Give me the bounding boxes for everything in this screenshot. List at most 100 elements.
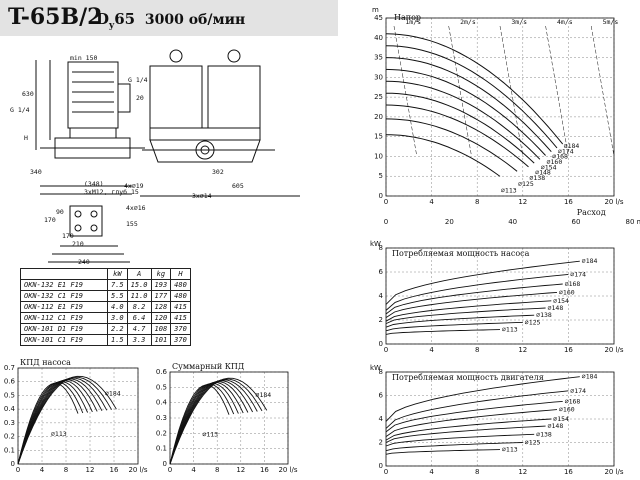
x-tick-label: 4 [429,468,434,476]
x-tick-label: 20 l/s [128,466,147,474]
curve-label: ⌀113 [51,430,67,438]
curve-label: ⌀168 [552,153,568,161]
y-tick-label: 0.1 [156,445,167,453]
curve-label: ⌀160 [559,288,575,296]
curve-label: ⌀125 [518,180,534,188]
y-tick-label: 0.4 [156,399,168,407]
head-chart: 0 4 8 12 16 20 l/s 0 5 10 15 20 25 30 35 40 45 Напор m ⌀18… [372,6,640,226]
x-tick-label: 12 [518,468,527,476]
y-tick-label: 0.3 [156,414,167,422]
chart-title: КПД насоса [20,358,71,367]
power-curve [385,273,569,311]
title-band [0,0,338,36]
y-tick-label: 25 [374,93,383,101]
plot-frame [169,371,289,465]
x2-tick-label: 20 [445,218,454,226]
x-tick-label: 0 [384,468,388,476]
y-tick-label: 0.5 [4,391,15,399]
curve-label: ⌀148 [548,304,564,312]
dimension-label: 90 [56,208,64,216]
power-curve [385,321,523,332]
pump-efficiency-chart: 0 4 8 12 16 20 l/s 0 0.1 0.2 0.3 0.4 0.5 0.6 0.7 КПД н… [4,358,148,474]
velocity-label: 2m/s [460,18,476,26]
curve-label: ⌀148 [548,422,564,430]
curve-label: ⌀138 [530,174,546,182]
x-tick-label: 16 [260,466,269,474]
velocity-label: 1m/s [405,18,421,26]
dimension-label: 605 [232,182,244,190]
curve-label: ⌀148 [535,169,551,177]
x-tick-label: 16 [110,466,119,474]
efficiency-curve [17,382,84,465]
y-tick-label: 30 [374,73,383,81]
dimension-label: G 1/4 [10,106,30,114]
curve-label: ⌀113 [202,431,218,439]
y-tick-label: 0.5 [156,383,167,391]
head-curve [385,80,541,160]
table-cell: 4.7 [126,323,152,335]
dimension-label: 630 [22,90,34,98]
curve-label: ⌀184 [256,391,272,399]
efficiency-curve [169,382,244,465]
y-tick-label: 40 [374,34,383,42]
total-efficiency-chart: 0 4 8 12 16 20 l/s 0 0.1 0.2 0.3 0.4 0.5 0.6 Суммарны… [156,362,298,474]
x-tick-label: 0 [16,466,20,474]
dimension-label: 3xM12, глуб 15 [84,188,139,196]
x2-tick-label: 40 [508,218,517,226]
efficiency-curve [169,379,258,465]
head-curve [385,92,535,164]
x-tick-label: 16 [564,346,573,354]
dimension-label: 302 [212,168,224,176]
pump-housing-side [54,137,131,159]
chart-title: Потребляемая мощность насоса [392,249,530,258]
y-tick-label: 5 [379,172,383,180]
dimension-label: 210 [72,240,84,248]
y-tick-label: 2 [379,316,383,324]
pump-housing-front [149,139,261,163]
dimension-label: 20 [136,94,144,102]
curve-label: ⌀184 [582,373,598,381]
power-curve [385,329,501,335]
x-tick-label: 12 [86,466,95,474]
y-axis-unit: kW [370,240,381,248]
table-cell: 3.3 [126,334,152,346]
efficiency-curve [169,380,253,465]
head-curve [385,33,564,145]
velocity-line [448,25,472,157]
dn-value: 65 [114,10,136,28]
power-curve [385,260,580,305]
efficiency-curve [17,382,79,465]
power-curve [385,376,580,422]
table-row: OKN-112 C1 F19 3.0 6.4 120 415 [20,312,191,324]
curve-label: ⌀184 [582,257,598,265]
curve-label: ⌀184 [564,142,580,150]
y-tick-label: 15 [374,133,383,141]
x-tick-label: 8 [475,198,479,206]
curve-label: ⌀113 [501,186,517,194]
curve-label: ⌀125 [525,318,541,326]
y-tick-label: 0 [379,192,383,200]
table-cell: 6.4 [126,312,152,324]
head-curve [385,45,558,149]
efficiency-curve [169,377,268,465]
efficiency-curve [17,380,93,465]
efficiency-curve [169,381,249,465]
curve-label: ⌀154 [553,297,569,305]
velocity-line [590,25,615,157]
dimension-label: G 1/4 [128,76,148,84]
y-tick-label: 4 [379,415,384,423]
x-tick-label: 0 [384,198,388,206]
y-tick-label: 8 [379,368,383,376]
dimension-label: 155 [126,220,138,228]
velocity-label: 4m/s [557,18,573,26]
y-tick-label: 0.1 [4,446,15,454]
x-tick-label: 8 [64,466,68,474]
curve-label: ⌀168 [565,280,581,288]
table-row: OKN-112 E1 F19 4.0 8.2 128 415 [20,301,191,313]
x2-tick-label: 80 m³/h [626,218,640,226]
curve-label: ⌀160 [547,158,563,166]
velocity-line [499,25,524,157]
dimension-label: min 150 [70,54,97,62]
y-tick-label: 6 [379,392,384,400]
x-tick-label: 4 [429,198,434,206]
